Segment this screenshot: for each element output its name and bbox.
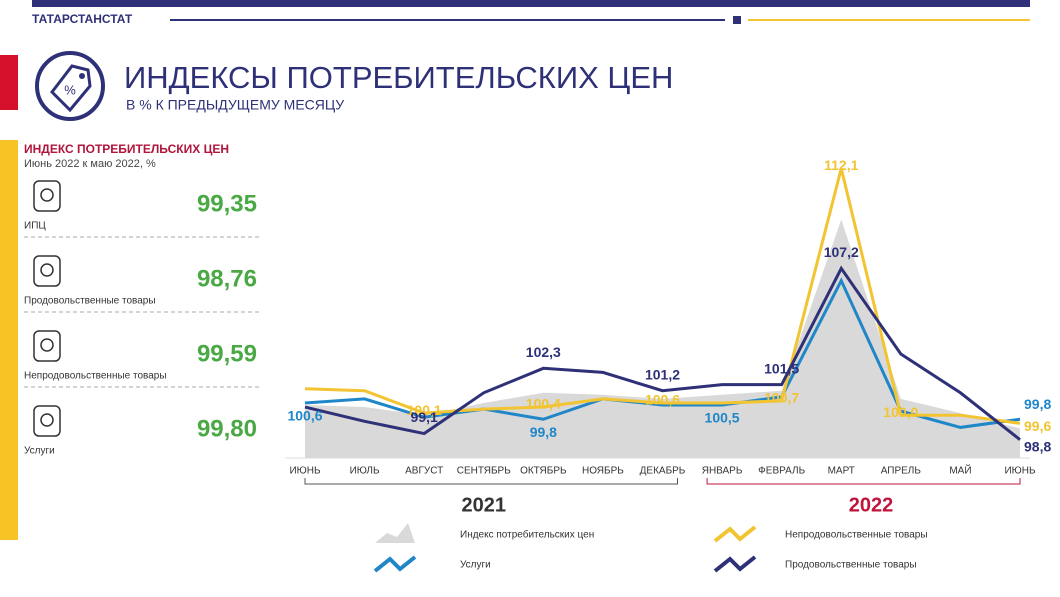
- icon-shape: [40, 188, 54, 202]
- value-label: 99,8: [530, 424, 557, 440]
- x-tick-label: НОЯБРЬ: [582, 466, 624, 477]
- icon-shape: [40, 338, 54, 352]
- panel-subtitle: Июнь 2022 к маю 2022, %: [24, 158, 156, 170]
- x-tick-label: АВГУСТ: [405, 466, 443, 477]
- item-value: 99,35: [197, 190, 257, 217]
- item-label: ИПЦ: [24, 221, 46, 232]
- icon-shape: [40, 413, 54, 427]
- value-label: 100,1: [407, 402, 442, 418]
- legend-swatch: [375, 523, 415, 543]
- item-icon: [33, 180, 61, 212]
- item-icon: [33, 255, 61, 287]
- svg-text:%: %: [64, 82, 76, 97]
- legend-label: Непродовольственные товары: [785, 530, 928, 541]
- series-line: [304, 265, 1021, 441]
- x-tick-label: ИЮНЬ: [1004, 466, 1036, 477]
- item-icon: [33, 330, 61, 362]
- value-label: 99,1: [411, 409, 438, 425]
- icon-shape: [33, 180, 61, 212]
- item-label: Непродовольственные товары: [24, 371, 167, 382]
- x-tick-label: МАЙ: [949, 464, 971, 477]
- panel-title: ИНДЕКС ПОТРЕБИТЕЛЬСКИХ ЦЕН: [24, 142, 229, 156]
- value-label: 99,6: [1024, 418, 1051, 434]
- value-label: 107,2: [824, 244, 859, 260]
- legend-label: Услуги: [460, 560, 491, 571]
- x-tick-label: СЕНТЯБРЬ: [457, 466, 511, 477]
- x-tick-label: ОКТЯБРЬ: [520, 466, 567, 477]
- x-tick-label: ЯНВАРЬ: [702, 466, 743, 477]
- value-label: 100,6: [645, 392, 680, 408]
- x-tick-label: ФЕВРАЛЬ: [758, 466, 805, 477]
- side-bar: [0, 140, 18, 540]
- value-label: 100,5: [705, 410, 740, 426]
- item-icon: [33, 405, 61, 437]
- value-label: 101,5: [764, 360, 799, 376]
- value-label: 102,3: [526, 344, 561, 360]
- item-label: Продовольственные товары: [24, 296, 156, 307]
- value-label: 100,0: [883, 404, 918, 420]
- value-label: 112,1: [824, 157, 858, 173]
- top-bar: [32, 0, 1030, 7]
- year-label: 2021: [462, 494, 507, 516]
- legend-label: Продовольственные товары: [785, 560, 917, 571]
- icon-shape: [40, 263, 54, 277]
- icon-shape: [33, 330, 61, 362]
- chart: ИЮНЬ ИЮЛЬ АВГУСТ СЕНТЯБРЬ ОКТЯБРЬ НОЯБРЬ ДЕКАБ…: [285, 157, 1051, 573]
- x-tick-label: ИЮЛЬ: [350, 466, 380, 477]
- series-line: [304, 168, 1021, 425]
- value-label: 100,6: [287, 408, 322, 424]
- subtitle: В % К ПРЕДЫДУЩЕМУ МЕСЯЦУ: [126, 97, 344, 113]
- x-tick-label: АПРЕЛЬ: [881, 466, 922, 477]
- value-label: 98,8: [1024, 438, 1051, 454]
- title: ИНДЕКСЫ ПОТРЕБИТЕЛЬСКИХ ЦЕН: [124, 60, 673, 95]
- x-tick-label: ИЮНЬ: [289, 466, 321, 477]
- year-label: 2022: [849, 494, 894, 516]
- x-tick-label: ДЕКАБРЬ: [640, 466, 686, 477]
- icon-shape: [33, 255, 61, 287]
- x-tick-label: МАРТ: [828, 466, 855, 477]
- item-value: 99,80: [197, 415, 257, 442]
- legend-label: Индекс потребительских цен: [460, 529, 594, 541]
- item-value: 98,76: [197, 265, 257, 292]
- value-label: 100,4: [526, 396, 561, 412]
- brand: ТАТАРСТАНСТАТ: [32, 12, 133, 26]
- rule-dot: [733, 16, 741, 24]
- accent-bar: [0, 55, 18, 110]
- title-icon: %: [35, 51, 105, 121]
- value-label: 101,2: [645, 366, 680, 382]
- icon-shape: [33, 405, 61, 437]
- value-label: 100,7: [764, 390, 799, 406]
- item-value: 99,59: [197, 340, 257, 367]
- value-label: 99,8: [1024, 396, 1051, 412]
- legend-swatch: [713, 525, 757, 543]
- panel-items: ИПЦ 99,35 Продовольственные товары 98,76 Неп…: [24, 180, 262, 457]
- item-label: Услуги: [24, 446, 55, 457]
- year-bracket: [706, 478, 1021, 485]
- legend-swatch: [373, 555, 417, 573]
- year-bracket: [304, 478, 678, 485]
- legend-swatch: [713, 555, 757, 573]
